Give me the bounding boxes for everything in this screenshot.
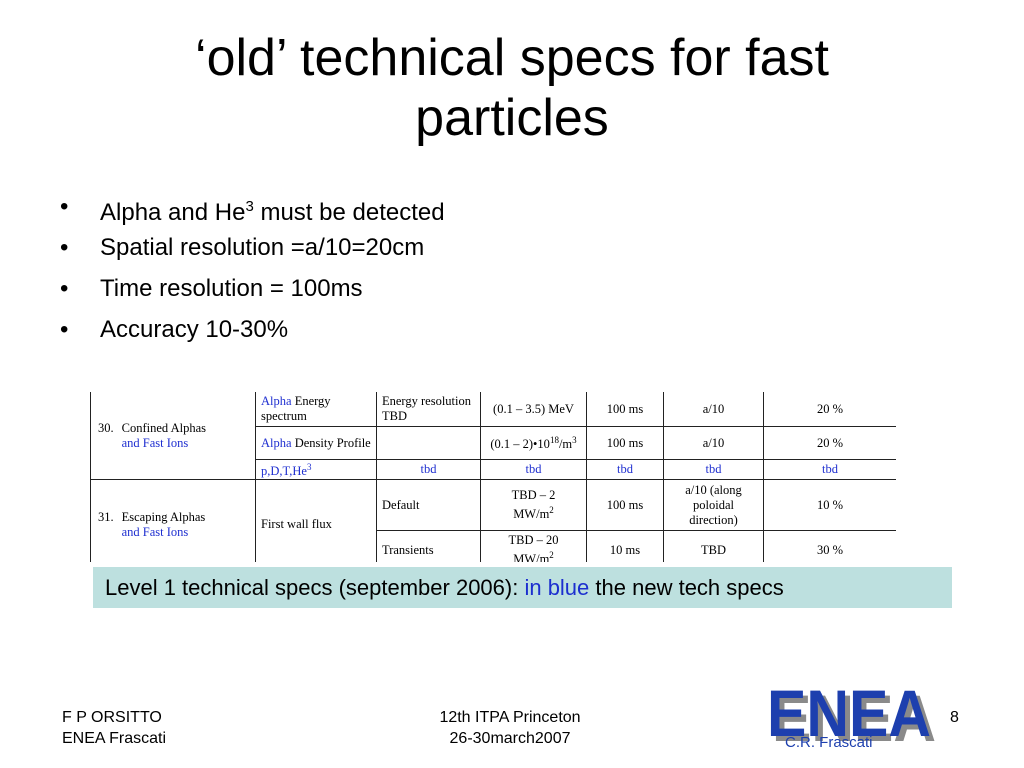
row-31-name-blue: and Fast Ions — [121, 524, 189, 539]
table-cell-range: (0.1 – 2)•1018/m3 — [480, 426, 587, 460]
table-row: p,D,T,He3 tbd tbd tbd tbd tbd — [91, 458, 896, 481]
range-sup: 18 — [549, 435, 559, 446]
range-text: (0.1 – 2)•10 — [490, 437, 550, 452]
table-cell-parameter: First wall flux — [255, 479, 377, 562]
table-row: Transients TBD – 20 MW/m2 10 ms TBD 30 % — [91, 530, 896, 562]
enea-logo: ENEA ENEA — [767, 680, 936, 752]
page-number: 8 — [950, 709, 959, 726]
range-line1: TBD – 20 — [508, 533, 559, 548]
specs-table: 30. Confined Alphas and Fast Ions Alpha … — [90, 392, 896, 562]
footer-author-line2: ENEA Frascati — [62, 730, 167, 747]
enea-logo-text: ENEA — [767, 680, 931, 750]
bullet-text-2: Spatial resolution =a/10=20cm — [100, 234, 425, 261]
footer-event-line1: 12th ITPA Princeton — [439, 709, 581, 726]
range-line2: MW/m — [513, 507, 550, 522]
slide-title-line2: particles — [415, 89, 609, 147]
caption-text: Level 1 technical specs (september 2006)… — [105, 575, 525, 600]
footer-author: F P ORSITTO ENEA Frascati — [62, 707, 166, 749]
enea-logo-shadow: ENEA — [772, 681, 936, 752]
range-sup: 2 — [549, 550, 554, 561]
table-cell-time: tbd — [586, 458, 664, 481]
bullet-dot: • — [60, 275, 69, 302]
range-sup2: 3 — [572, 435, 577, 446]
table-cell-time: 100 ms — [586, 479, 664, 532]
row-30-label: 30. Confined Alphas and Fast Ions — [90, 392, 256, 481]
table-cell-space: a/10 — [663, 392, 764, 427]
table-cell-range: TBD – 2 MW/m2 — [480, 479, 587, 532]
row-31-name: Escaping Alphas — [121, 509, 206, 524]
table-cell-space: tbd — [663, 458, 764, 481]
bullet-dot: • — [60, 316, 69, 343]
param-text: Energy spectrum — [261, 394, 331, 423]
bullet-text-3: Time resolution = 100ms — [100, 275, 363, 302]
table-cell-range: TBD – 20 MW/m2 — [480, 530, 587, 562]
range-text-post: /m — [558, 437, 573, 452]
range-line1: TBD – 2 — [511, 488, 556, 503]
table-cell-time: 10 ms — [586, 530, 664, 562]
table-row: 31. Escaping Alphas and Fast Ions First … — [90, 479, 896, 562]
table-cell-range: (0.1 – 3.5) MeV — [480, 392, 587, 427]
range-line2: MW/m — [513, 552, 550, 562]
table-row: 30. Confined Alphas and Fast Ions Alpha … — [90, 392, 896, 481]
row-30-name: Confined Alphas — [121, 420, 206, 435]
row-30-name-blue: and Fast Ions — [121, 435, 189, 450]
table-cell-accuracy: 20 % — [763, 392, 896, 427]
row-30-number: 30. — [98, 420, 114, 435]
table-cell-accuracy: tbd — [763, 458, 896, 481]
table-cell-space: a/10 (along poloidal direction) — [663, 479, 764, 532]
param-blue-text: Alpha — [261, 394, 292, 408]
table-cell-space: a/10 — [663, 426, 764, 460]
range-sup: 2 — [549, 505, 554, 516]
footer-event: 12th ITPA Princeton 26-30march2007 — [360, 707, 660, 749]
table-cell-condition: Transients — [376, 530, 481, 562]
table-row: Alpha Density Profile (0.1 – 2)•1018/m3 … — [91, 426, 896, 460]
logo-subtitle: C.R. Frascati — [785, 734, 873, 751]
table-cell-accuracy: 20 % — [763, 426, 896, 460]
table-cell-condition: Energy resolution TBD — [376, 392, 481, 427]
table-cell-parameter: p,D,T,He3 — [255, 458, 377, 481]
specs-table-image: 30. Confined Alphas and Fast Ions Alpha … — [90, 392, 896, 562]
table-cell-range: tbd — [480, 458, 587, 481]
bullet-item-3: • Time resolution = 100ms — [58, 268, 445, 309]
table-cell-accuracy: 10 % — [763, 479, 896, 532]
caption-box: Level 1 technical specs (september 2006)… — [93, 567, 952, 608]
bullet-text-1a: Alpha and He — [100, 199, 246, 226]
param-text: Density Profile — [291, 435, 371, 450]
slide-title-line1: ‘old’ technical specs for fast — [195, 29, 829, 87]
bullet-item-2: • Spatial resolution =a/10=20cm — [58, 227, 445, 268]
table-cell-condition: tbd — [376, 458, 481, 481]
bullet-dot: • — [60, 193, 69, 220]
bullet-dot: • — [60, 234, 69, 261]
bullet-item-4: • Accuracy 10-30% — [58, 309, 445, 350]
caption-blue-text: in blue — [524, 575, 590, 600]
param-blue-sup: 3 — [306, 462, 312, 472]
footer-author-line1: F P ORSITTO — [62, 709, 162, 726]
row-31-label: 31. Escaping Alphas and Fast Ions — [90, 479, 256, 562]
table-cell-time: 100 ms — [586, 392, 664, 427]
table-cell-condition — [376, 426, 481, 460]
bullet-text-1b: must be detected — [253, 199, 445, 226]
footer-event-line2: 26-30march2007 — [449, 730, 571, 747]
table-cell-time: 100 ms — [586, 426, 664, 460]
table-cell-accuracy: 30 % — [763, 530, 896, 562]
caption-text-after: the new tech specs — [589, 575, 784, 600]
param-blue-text: p,D,T,He — [261, 464, 307, 479]
table-cell-space: TBD — [663, 530, 764, 562]
table-cell-parameter: Alpha Energy spectrum — [255, 392, 377, 427]
bullet-sup-1: 3 — [245, 198, 254, 215]
bullet-text-4: Accuracy 10-30% — [100, 316, 289, 343]
bullet-item-1: • Alpha and He3 must be detected — [58, 186, 445, 227]
param-blue-text: Alpha — [261, 435, 292, 450]
row-31-number: 31. — [98, 509, 114, 524]
bullet-list: • Alpha and He3 must be detected • Spati… — [58, 186, 445, 350]
table-cell-parameter: Alpha Density Profile — [255, 426, 377, 460]
table-cell-condition: Default — [376, 479, 481, 532]
slide-title: ‘old’ technical specs for fast particles — [60, 28, 964, 148]
